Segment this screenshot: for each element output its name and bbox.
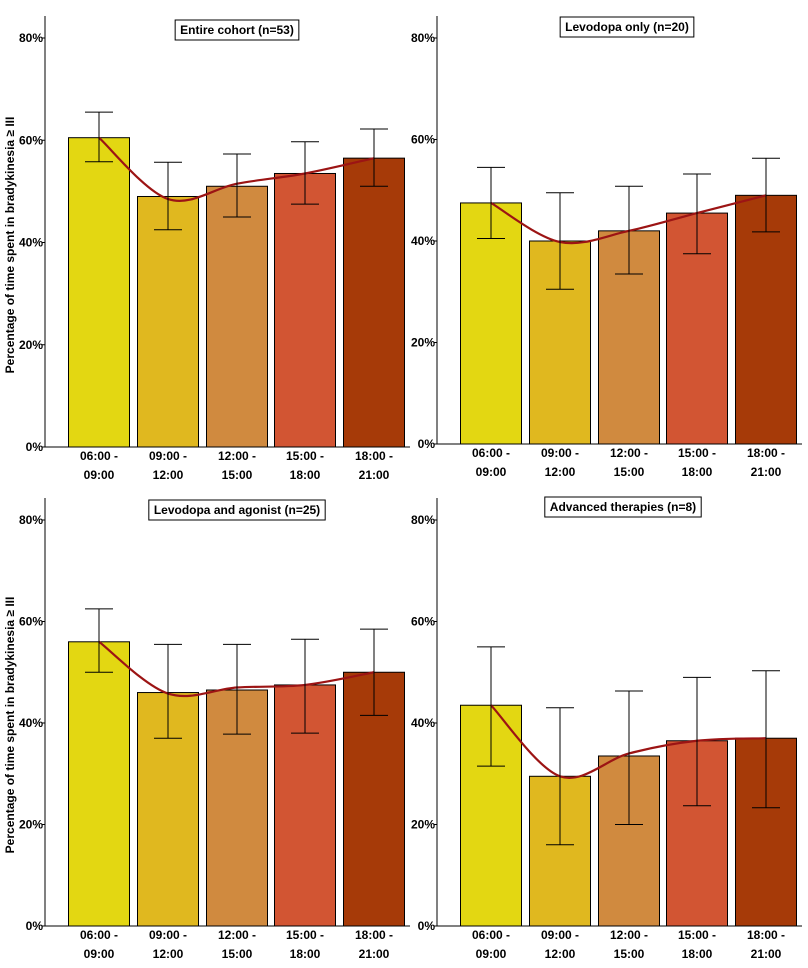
x-tick-label: 18:00 -21:00 (747, 928, 785, 961)
x-tick-label: 18:00 -21:00 (747, 446, 785, 479)
bar (735, 194, 797, 445)
x-tick-label: 15:00 -18:00 (678, 928, 716, 961)
y-tick-label: 40% (19, 716, 43, 730)
bar (460, 202, 522, 445)
bar (343, 157, 405, 448)
y-tick-label: 0% (418, 437, 436, 451)
x-tick-label: 09:00 -12:00 (541, 928, 579, 961)
y-tick-label: 0% (418, 919, 436, 933)
y-axis-label: Percentage of time spent in bradykinesia… (3, 117, 17, 374)
chart-title-box (148, 499, 326, 521)
trend-line (490, 704, 767, 779)
x-tick-label: 18:00 -21:00 (355, 928, 393, 961)
chart-title: Levodopa only (n=20) (565, 20, 689, 34)
chart-panel-2: 0% 20% 40% 60% 80% 06:00 -09:00 09:00 -12:00 12… (411, 16, 802, 479)
x-tick-label: 09:00 -12:00 (149, 449, 187, 482)
y-tick-label: 20% (19, 818, 43, 832)
y-tick-label: 60% (411, 615, 435, 629)
bar (68, 641, 130, 927)
x-tick-label: 09:00 -12:00 (149, 928, 187, 961)
bar (206, 185, 268, 448)
y-tick-label: 60% (19, 133, 43, 147)
y-tick-label: 60% (411, 133, 435, 147)
y-tick-label: 0% (26, 919, 44, 933)
y-axis-label: Percentage of time spent in bradykinesia… (3, 597, 17, 854)
chart-title-box (174, 19, 300, 41)
y-tick-label: 40% (19, 236, 43, 250)
bar (68, 137, 130, 448)
y-tick-label: 60% (19, 615, 43, 629)
x-tick-label: 12:00 -15:00 (610, 928, 648, 961)
y-tick-label: 40% (411, 234, 435, 248)
x-tick-label: 15:00 -18:00 (286, 449, 324, 482)
y-tick-label: 80% (19, 513, 43, 527)
chart-panel-1: 0% 20% 40% 60% 80% 06:00 -09:00 09:00 -12:00 12… (3, 16, 410, 482)
chart-panel-4: 0% 20% 40% 60% 80% 06:00 -09:00 09:00 -12:00 12… (411, 496, 802, 961)
x-tick-label: 12:00 -15:00 (218, 928, 256, 961)
chart-title: Entire cohort (n=53) (180, 23, 294, 37)
bar (137, 195, 199, 448)
chart-title-box (544, 496, 702, 518)
y-tick-label: 80% (19, 31, 43, 45)
y-tick-label: 80% (411, 513, 435, 527)
y-tick-label: 40% (411, 716, 435, 730)
x-tick-label: 06:00 -09:00 (80, 449, 118, 482)
x-tick-label: 06:00 -09:00 (472, 928, 510, 961)
y-tick-label: 0% (26, 440, 44, 454)
y-tick-label: 20% (19, 338, 43, 352)
x-tick-label: 18:00 -21:00 (355, 449, 393, 482)
x-tick-label: 06:00 -09:00 (80, 928, 118, 961)
bar (274, 172, 336, 448)
x-tick-label: 15:00 -18:00 (678, 446, 716, 479)
x-tick-label: 06:00 -09:00 (472, 446, 510, 479)
x-tick-label: 12:00 -15:00 (218, 449, 256, 482)
chart-panel-3: 0% 20% 40% 60% 80% 06:00 -09:00 09:00 -12:00 12… (3, 498, 410, 961)
chart-title-box (559, 16, 695, 38)
chart-title: Levodopa and agonist (n=25) (154, 503, 320, 517)
y-tick-label: 20% (411, 818, 435, 832)
bar (529, 240, 591, 445)
chart-title: Advanced therapies (n=8) (550, 500, 696, 514)
y-tick-label: 80% (411, 31, 435, 45)
x-tick-label: 12:00 -15:00 (610, 446, 648, 479)
x-tick-label: 09:00 -12:00 (541, 446, 579, 479)
x-tick-label: 15:00 -18:00 (286, 928, 324, 961)
y-tick-label: 20% (411, 336, 435, 350)
